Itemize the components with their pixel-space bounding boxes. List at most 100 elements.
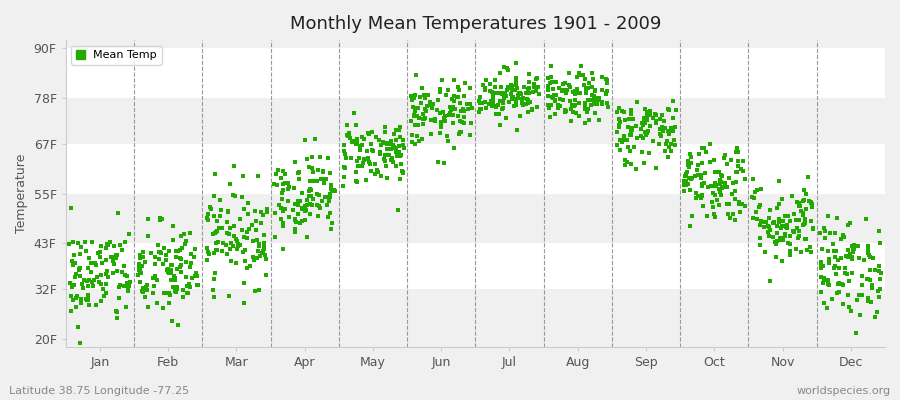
Point xyxy=(276,208,291,214)
Point xyxy=(616,135,631,142)
Point xyxy=(364,141,379,148)
Point xyxy=(96,292,111,299)
Point xyxy=(121,284,135,290)
Point xyxy=(409,105,423,112)
Point xyxy=(292,176,307,182)
Point xyxy=(570,74,584,80)
Point xyxy=(636,135,651,141)
Point xyxy=(552,85,566,91)
Point xyxy=(842,253,856,260)
Point xyxy=(814,274,828,280)
Point xyxy=(595,87,609,93)
Point xyxy=(494,84,508,90)
Point xyxy=(695,191,709,198)
Point xyxy=(380,175,394,181)
Point xyxy=(389,163,403,169)
Point xyxy=(380,141,394,147)
Point xyxy=(240,211,255,217)
Point xyxy=(513,113,527,120)
Point xyxy=(541,75,555,81)
Point xyxy=(339,122,354,128)
Point xyxy=(515,96,529,102)
Point xyxy=(98,271,112,277)
Point xyxy=(168,274,183,281)
Point xyxy=(572,72,587,78)
Point xyxy=(232,241,247,248)
Point xyxy=(209,247,223,254)
Point xyxy=(768,239,782,246)
Point xyxy=(325,188,339,194)
Point xyxy=(212,225,226,232)
Point xyxy=(342,133,356,139)
Point xyxy=(568,96,582,103)
Point xyxy=(183,284,197,290)
Point xyxy=(776,237,790,244)
Point xyxy=(690,166,705,173)
Point xyxy=(519,96,534,102)
Point xyxy=(121,280,135,286)
Point xyxy=(278,180,293,186)
Point xyxy=(753,235,768,242)
Point xyxy=(693,195,707,201)
Point xyxy=(708,191,723,198)
Point xyxy=(274,216,288,222)
Point xyxy=(683,187,698,193)
Point xyxy=(313,175,328,182)
Point xyxy=(652,141,666,148)
Bar xyxy=(66,40,885,48)
Point xyxy=(821,277,835,283)
Point xyxy=(588,88,602,94)
Point xyxy=(464,104,479,111)
Point xyxy=(337,174,351,180)
Point xyxy=(486,90,500,96)
Point xyxy=(224,240,238,246)
Point xyxy=(118,272,132,279)
Point xyxy=(750,215,764,222)
Point xyxy=(158,252,173,258)
Point xyxy=(112,210,126,216)
Point xyxy=(236,173,250,179)
Point xyxy=(694,192,708,199)
Point xyxy=(828,262,842,269)
Point xyxy=(228,233,242,239)
Point xyxy=(778,223,793,230)
Point xyxy=(652,126,667,132)
Point xyxy=(437,113,452,119)
Point xyxy=(526,81,541,88)
Point xyxy=(169,248,184,254)
Point xyxy=(251,173,266,179)
Point xyxy=(446,103,460,110)
Point xyxy=(383,138,398,144)
Point xyxy=(834,281,849,288)
Point xyxy=(503,82,517,88)
Point xyxy=(559,108,573,114)
Point xyxy=(513,90,527,97)
Point xyxy=(595,74,609,80)
Point xyxy=(562,82,576,89)
Point xyxy=(412,137,427,144)
Point xyxy=(635,120,650,126)
Point xyxy=(599,88,614,94)
Point xyxy=(363,160,377,167)
Point xyxy=(461,106,475,112)
Point xyxy=(66,297,80,304)
Point xyxy=(248,287,262,294)
Point xyxy=(158,290,172,296)
Point xyxy=(769,254,783,260)
Point xyxy=(202,211,216,217)
Point xyxy=(395,142,410,148)
Point xyxy=(81,283,95,290)
Point xyxy=(652,126,667,132)
Point xyxy=(384,145,399,152)
Point xyxy=(425,104,439,111)
Point xyxy=(568,91,582,98)
Point xyxy=(107,254,122,260)
Point xyxy=(73,265,87,271)
Point xyxy=(771,219,786,225)
Point xyxy=(713,176,727,183)
Point xyxy=(562,84,577,91)
Point xyxy=(719,201,733,208)
Point xyxy=(73,250,87,257)
Point xyxy=(737,203,751,209)
Point xyxy=(219,242,233,248)
